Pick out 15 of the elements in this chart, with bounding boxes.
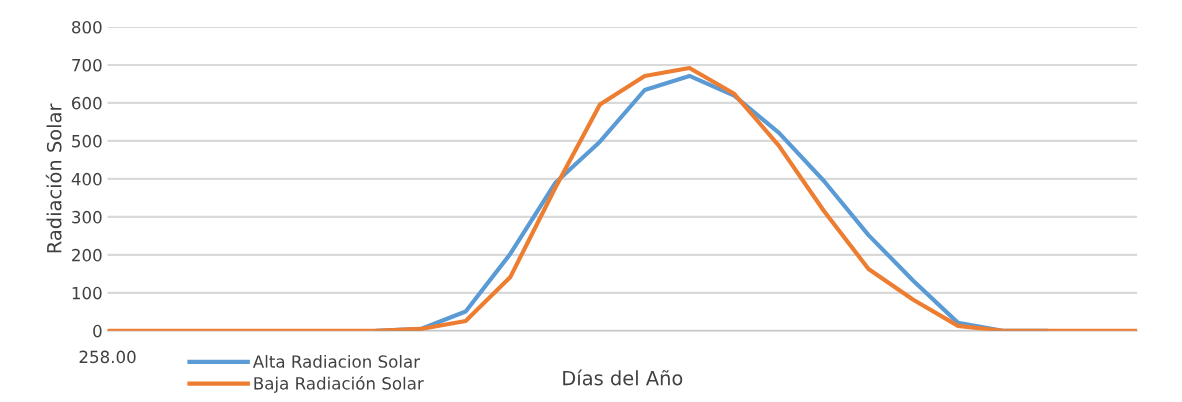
y-tick-label: 700	[72, 58, 102, 72]
y-tick-label: 400	[71, 172, 102, 186]
x-axis-title: Días del Año	[563, 369, 683, 386]
y-tick-label: 100	[72, 286, 102, 300]
y-tick-label: 600	[72, 96, 102, 110]
line-series	[107, 65, 1138, 331]
y-tick-label: 300	[72, 210, 102, 224]
y-tick-label: 0	[93, 324, 102, 338]
y-axis-title: Radiación Solar	[45, 103, 62, 253]
x-tick-label: 258.00	[79, 350, 136, 364]
legend-label: Alta Radiacion Solar	[252, 354, 421, 368]
y-tick-label: 800	[72, 20, 102, 34]
legend-label: Baja Radiación Solar	[254, 376, 424, 393]
y-tick-label: 500	[72, 134, 102, 148]
y-tick-label: 200	[72, 248, 102, 262]
